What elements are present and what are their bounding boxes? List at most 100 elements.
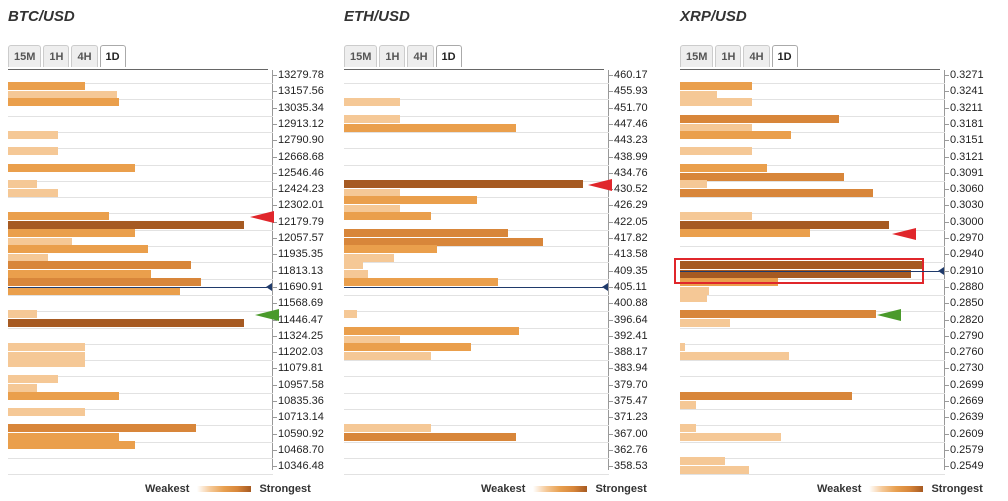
- price-level-label: 12424.23: [278, 183, 324, 195]
- legend: Weakest Strongest: [817, 483, 983, 495]
- confluence-bar: [8, 180, 37, 188]
- axis-tick: [272, 336, 277, 337]
- level-gridline: [680, 458, 945, 459]
- axis-tick: [272, 466, 277, 467]
- tab-15m[interactable]: 15M: [680, 45, 714, 67]
- axis-tick: [272, 124, 277, 125]
- axis-tick: [608, 466, 613, 467]
- confluence-bar: [344, 98, 400, 106]
- current-price-marker: [938, 267, 944, 275]
- confluence-chart: 0.3271 0.3241 0.3211 0.3181 0.3151 0.3121 0.30…: [672, 0, 1002, 480]
- resistance-arrow-icon: [588, 179, 612, 191]
- axis-tick: [944, 303, 949, 304]
- tab-underline: [8, 69, 268, 70]
- confluence-bar: [680, 352, 789, 360]
- eth-usd-panel: ETH/USD 15M 1H 4H 1D 460.17 455.93 451.70 4…: [336, 0, 666, 501]
- legend-strongest: Strongest: [595, 483, 647, 495]
- confluence-bar: [8, 392, 119, 400]
- price-level-label: 396.64: [614, 314, 648, 326]
- current-price-marker: [602, 283, 608, 291]
- level-gridline: [680, 213, 945, 214]
- level-gridline: [680, 99, 945, 100]
- price-level-label: 422.05: [614, 216, 648, 228]
- tab-1h[interactable]: 1H: [43, 45, 70, 67]
- tab-4h[interactable]: 4H: [407, 45, 434, 67]
- confluence-bar: [680, 229, 810, 237]
- confluence-bar: [680, 221, 889, 229]
- level-gridline: [680, 442, 945, 443]
- tab-1h[interactable]: 1H: [715, 45, 742, 67]
- axis-tick: [272, 434, 277, 435]
- tab-4h[interactable]: 4H: [71, 45, 98, 67]
- level-gridline: [8, 197, 273, 198]
- price-level-label: 400.88: [614, 297, 648, 309]
- level-gridline: [344, 213, 609, 214]
- axis-tick: [944, 205, 949, 206]
- resistance-arrow-icon: [250, 211, 274, 223]
- confluence-bar: [8, 82, 85, 90]
- level-gridline: [344, 116, 609, 117]
- tab-1d[interactable]: 1D: [435, 45, 462, 67]
- confluence-bar: [8, 441, 135, 449]
- axis-tick: [608, 287, 613, 288]
- axis-tick: [944, 222, 949, 223]
- price-level-label: 0.2850: [950, 297, 984, 309]
- level-gridline: [344, 360, 609, 361]
- level-gridline: [344, 409, 609, 410]
- axis-tick: [272, 271, 277, 272]
- tab-1d[interactable]: 1D: [771, 45, 798, 67]
- level-gridline: [344, 148, 609, 149]
- price-level-label: 460.17: [614, 69, 648, 81]
- confluence-bar: [344, 180, 583, 188]
- level-gridline: [8, 165, 273, 166]
- axis-tick: [608, 108, 613, 109]
- confluence-bar: [8, 131, 58, 139]
- level-gridline: [344, 295, 609, 296]
- confluence-bar: [344, 245, 437, 253]
- tab-1d[interactable]: 1D: [99, 45, 126, 67]
- axis-tick: [272, 450, 277, 451]
- price-level-label: 0.3091: [950, 167, 984, 179]
- axis-tick: [608, 140, 613, 141]
- level-gridline: [344, 132, 609, 133]
- level-gridline: [8, 344, 273, 345]
- confluence-bar: [8, 433, 119, 441]
- price-level-label: 443.23: [614, 134, 648, 146]
- axis-tick: [608, 91, 613, 92]
- axis-tick: [272, 238, 277, 239]
- confluence-bar: [680, 147, 752, 155]
- price-level-label: 11690.91: [278, 281, 324, 293]
- tab-15m[interactable]: 15M: [8, 45, 42, 67]
- price-level-label: 379.70: [614, 379, 648, 391]
- axis-tick: [944, 108, 949, 109]
- price-level-label: 0.3060: [950, 183, 984, 195]
- level-gridline: [680, 376, 945, 377]
- confluence-bar: [680, 343, 685, 351]
- tab-15m[interactable]: 15M: [344, 45, 378, 67]
- confluence-bar: [344, 336, 400, 344]
- confluence-bar: [680, 392, 852, 400]
- confluence-bar: [680, 91, 717, 99]
- level-gridline: [8, 442, 273, 443]
- price-level-label: 12913.12: [278, 118, 324, 130]
- axis-tick: [272, 254, 277, 255]
- confluence-bar: [8, 278, 201, 286]
- confluence-bar: [680, 189, 873, 197]
- tab-1h[interactable]: 1H: [379, 45, 406, 67]
- level-gridline: [344, 442, 609, 443]
- level-gridline: [8, 360, 273, 361]
- level-gridline: [680, 328, 945, 329]
- price-level-label: 10713.14: [278, 411, 324, 423]
- tab-4h[interactable]: 4H: [743, 45, 770, 67]
- axis-tick: [272, 205, 277, 206]
- legend-gradient: [533, 486, 588, 492]
- level-gridline: [344, 311, 609, 312]
- price-level-label: 417.82: [614, 232, 648, 244]
- level-gridline: [344, 458, 609, 459]
- price-level-label: 409.35: [614, 265, 648, 277]
- confluence-bar: [680, 124, 752, 132]
- confluence-bar: [344, 327, 519, 335]
- price-level-label: 0.3181: [950, 118, 984, 130]
- axis-tick: [272, 368, 277, 369]
- level-gridline: [680, 295, 945, 296]
